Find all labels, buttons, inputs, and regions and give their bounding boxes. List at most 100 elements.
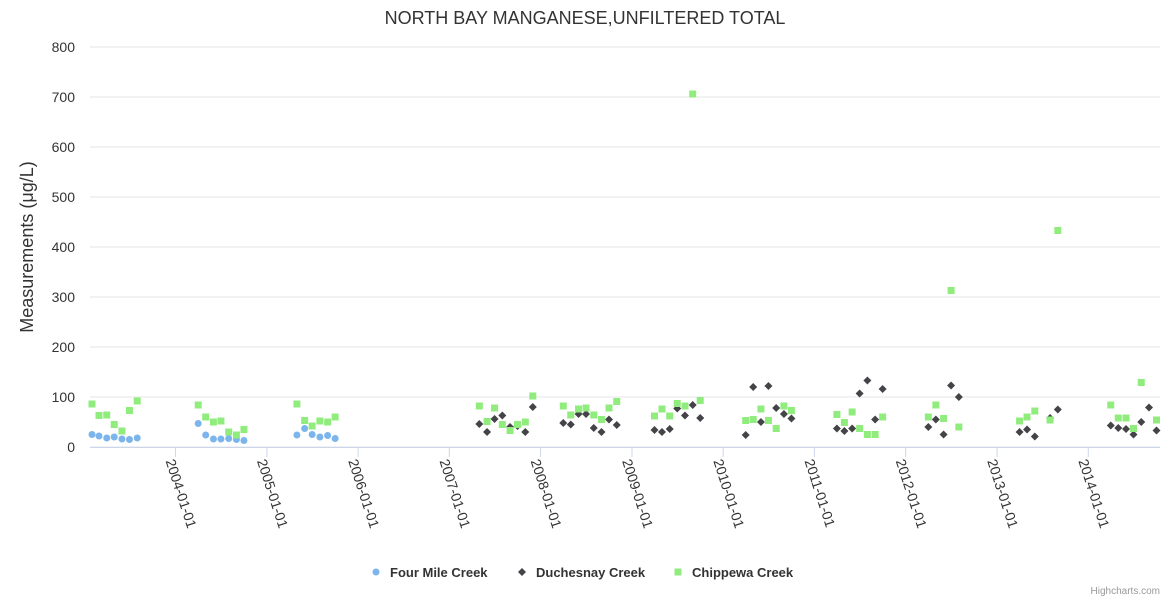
data-point	[1122, 414, 1130, 422]
data-point	[749, 416, 757, 423]
data-point	[689, 90, 697, 98]
y-gridlines	[90, 46, 1160, 448]
data-point	[848, 408, 856, 416]
data-point	[932, 401, 940, 409]
data-point	[514, 421, 522, 428]
data-point	[125, 407, 133, 414]
x-tick-label: 2009-01-01	[619, 457, 656, 530]
data-point	[1031, 407, 1039, 415]
data-point	[931, 415, 940, 424]
data-point	[1152, 426, 1161, 435]
data-point	[947, 287, 955, 294]
data-point	[202, 413, 210, 421]
chart-title: NORTH BAY MANGANESE,UNFILTERED TOTAL	[385, 8, 786, 28]
data-point	[589, 424, 598, 432]
data-point	[1137, 418, 1146, 426]
data-point	[657, 428, 666, 436]
x-tick-label: 2005-01-01	[254, 457, 291, 530]
x-tick-label: 2008-01-01	[528, 457, 565, 530]
data-point	[475, 402, 483, 410]
y-axis-label: Measurements (μg/L)	[17, 161, 37, 332]
series-duchesnay-creek	[475, 376, 1161, 441]
data-point	[567, 411, 575, 419]
data-point	[490, 415, 499, 423]
data-point	[308, 431, 316, 438]
data-point	[764, 382, 773, 390]
legend-item-chippewa-creek[interactable]: Chippewa Creek	[674, 565, 794, 580]
data-point	[612, 421, 621, 429]
data-point	[1054, 227, 1062, 234]
data-point	[498, 421, 506, 428]
series-four-mile-creek	[88, 420, 339, 444]
credits-link[interactable]: Highcharts.com	[1091, 586, 1160, 597]
data-point	[194, 401, 202, 409]
data-point	[1106, 421, 1115, 430]
data-point	[521, 428, 530, 436]
y-tick-label: 800	[52, 39, 76, 55]
data-point	[95, 432, 103, 440]
data-point	[1153, 416, 1161, 424]
x-tick-label: 2012-01-01	[893, 457, 930, 530]
data-point	[856, 425, 864, 432]
data-point	[688, 401, 697, 409]
data-point	[1030, 432, 1039, 441]
data-point	[680, 411, 689, 420]
data-point	[605, 415, 614, 424]
y-tick-label: 200	[52, 339, 76, 355]
data-point	[240, 437, 248, 444]
data-point	[650, 426, 659, 434]
data-point	[316, 433, 324, 441]
legend-label: Chippewa Creek	[692, 565, 794, 580]
data-point	[879, 413, 887, 421]
data-point	[301, 425, 309, 432]
legend-label: Duchesnay Creek	[536, 565, 646, 580]
x-tick-label: 2007-01-01	[436, 457, 473, 530]
legend: Four Mile Creek Duchesnay Creek Chippewa C…	[372, 565, 794, 580]
data-point	[787, 407, 795, 414]
data-point	[681, 402, 689, 410]
data-point	[202, 431, 210, 439]
data-point	[559, 402, 567, 410]
data-point	[1053, 405, 1062, 414]
data-point	[324, 432, 332, 439]
data-point	[293, 400, 301, 408]
data-point	[665, 425, 674, 433]
data-point	[605, 404, 613, 412]
y-axis-tick-labels: 0 100 200 300 400 500 600 700 800	[52, 39, 76, 455]
data-point	[772, 404, 781, 412]
data-point	[491, 404, 499, 412]
data-point	[650, 412, 658, 420]
y-tick-label: 400	[52, 239, 76, 255]
legend-marker	[372, 568, 380, 576]
data-point	[1122, 425, 1131, 433]
data-point	[110, 433, 118, 441]
data-point	[1023, 413, 1031, 421]
data-point	[658, 405, 666, 413]
data-point	[316, 417, 324, 425]
data-point	[133, 434, 141, 442]
legend-item-duchesnay-creek[interactable]: Duchesnay Creek	[518, 565, 646, 580]
data-point	[225, 435, 233, 442]
x-tick-label: 2004-01-01	[163, 457, 200, 530]
data-point	[1107, 401, 1115, 409]
data-point	[1016, 417, 1024, 425]
data-point	[1114, 424, 1123, 432]
data-point	[301, 417, 309, 424]
data-point	[787, 414, 796, 423]
data-point	[331, 413, 339, 421]
data-point	[741, 431, 750, 439]
data-point	[521, 418, 529, 426]
data-point	[696, 397, 704, 404]
data-point	[103, 411, 111, 419]
data-point	[840, 419, 848, 426]
y-tick-label: 600	[52, 139, 76, 155]
series-chippewa-creek	[88, 90, 1161, 439]
data-point	[1129, 430, 1138, 439]
data-point	[125, 436, 133, 443]
data-point	[749, 383, 758, 391]
legend-item-four-mile-creek[interactable]: Four Mile Creek	[372, 565, 489, 580]
data-point	[764, 417, 772, 424]
legend-marker	[518, 568, 526, 576]
data-point	[1137, 379, 1145, 386]
